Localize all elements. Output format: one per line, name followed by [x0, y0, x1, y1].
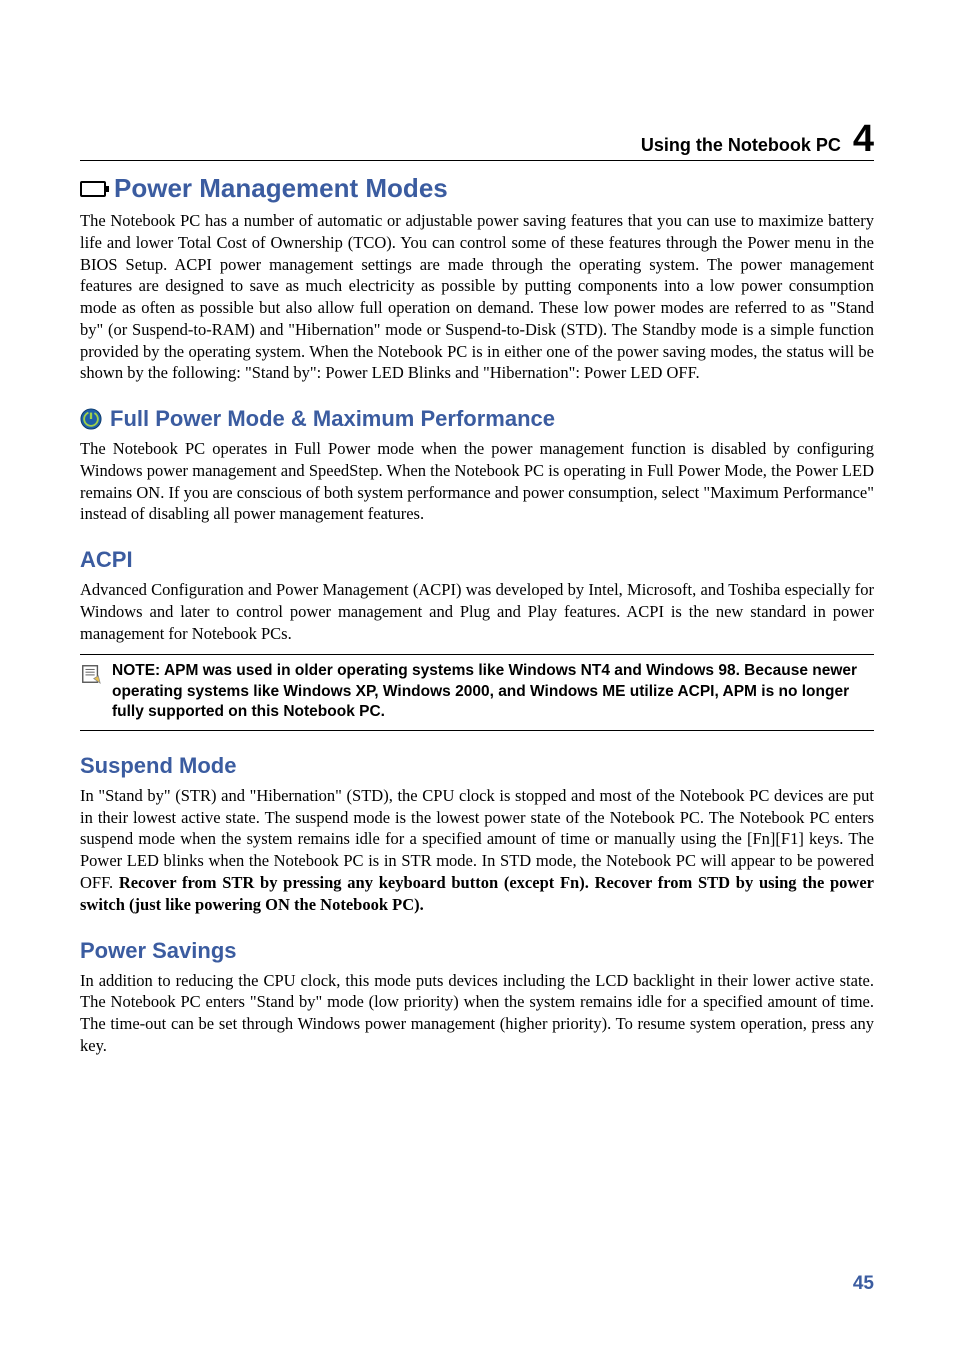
note-block: NOTE: APM was used in older operating sy… — [80, 654, 874, 730]
acpi-body: Advanced Configuration and Power Managem… — [80, 579, 874, 644]
full-power-body: The Notebook PC operates in Full Power m… — [80, 438, 874, 525]
power-button-icon — [80, 408, 102, 430]
suspend-body: In "Stand by" (STR) and "Hibernation" (S… — [80, 785, 874, 916]
chapter-number: 4 — [853, 120, 874, 158]
suspend-body-bold: Recover from STR by pressing any keyboar… — [80, 873, 874, 914]
main-body-text: The Notebook PC has a number of automati… — [80, 210, 874, 384]
header-title: Using the Notebook PC — [641, 135, 841, 156]
page-header: Using the Notebook PC 4 — [80, 120, 874, 161]
battery-icon — [80, 181, 106, 197]
power-savings-body: In addition to reducing the CPU clock, t… — [80, 970, 874, 1057]
acpi-heading: ACPI — [80, 547, 874, 573]
main-heading-row: Power Management Modes — [80, 173, 874, 204]
power-savings-heading: Power Savings — [80, 938, 874, 964]
suspend-heading: Suspend Mode — [80, 753, 874, 779]
main-heading: Power Management Modes — [114, 173, 448, 204]
page-number: 45 — [853, 1273, 874, 1295]
note-paper-icon — [80, 663, 102, 685]
full-power-heading-row: Full Power Mode & Maximum Performance — [80, 406, 874, 432]
note-text: NOTE: APM was used in older operating sy… — [112, 661, 874, 721]
full-power-heading: Full Power Mode & Maximum Performance — [110, 406, 555, 432]
